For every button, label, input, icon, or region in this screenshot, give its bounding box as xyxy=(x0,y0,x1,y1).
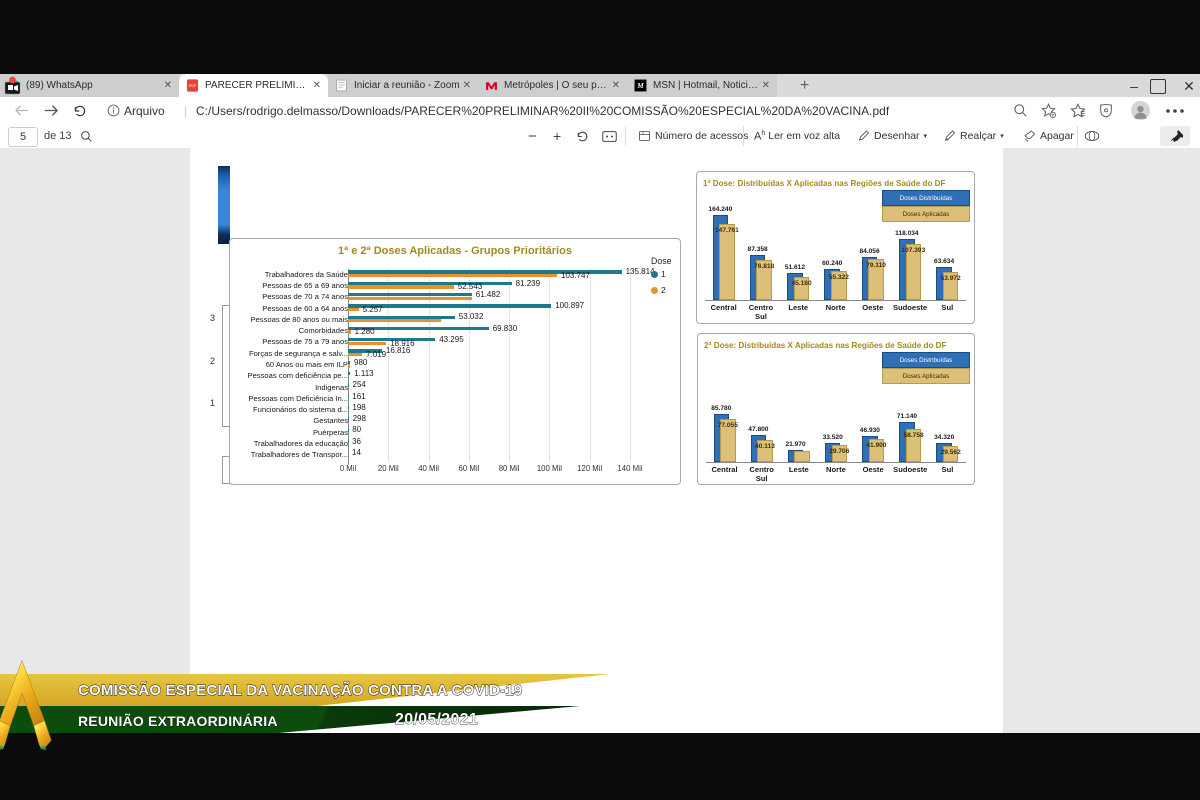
svg-text:PDF: PDF xyxy=(189,84,197,88)
svg-text:M: M xyxy=(636,82,644,90)
